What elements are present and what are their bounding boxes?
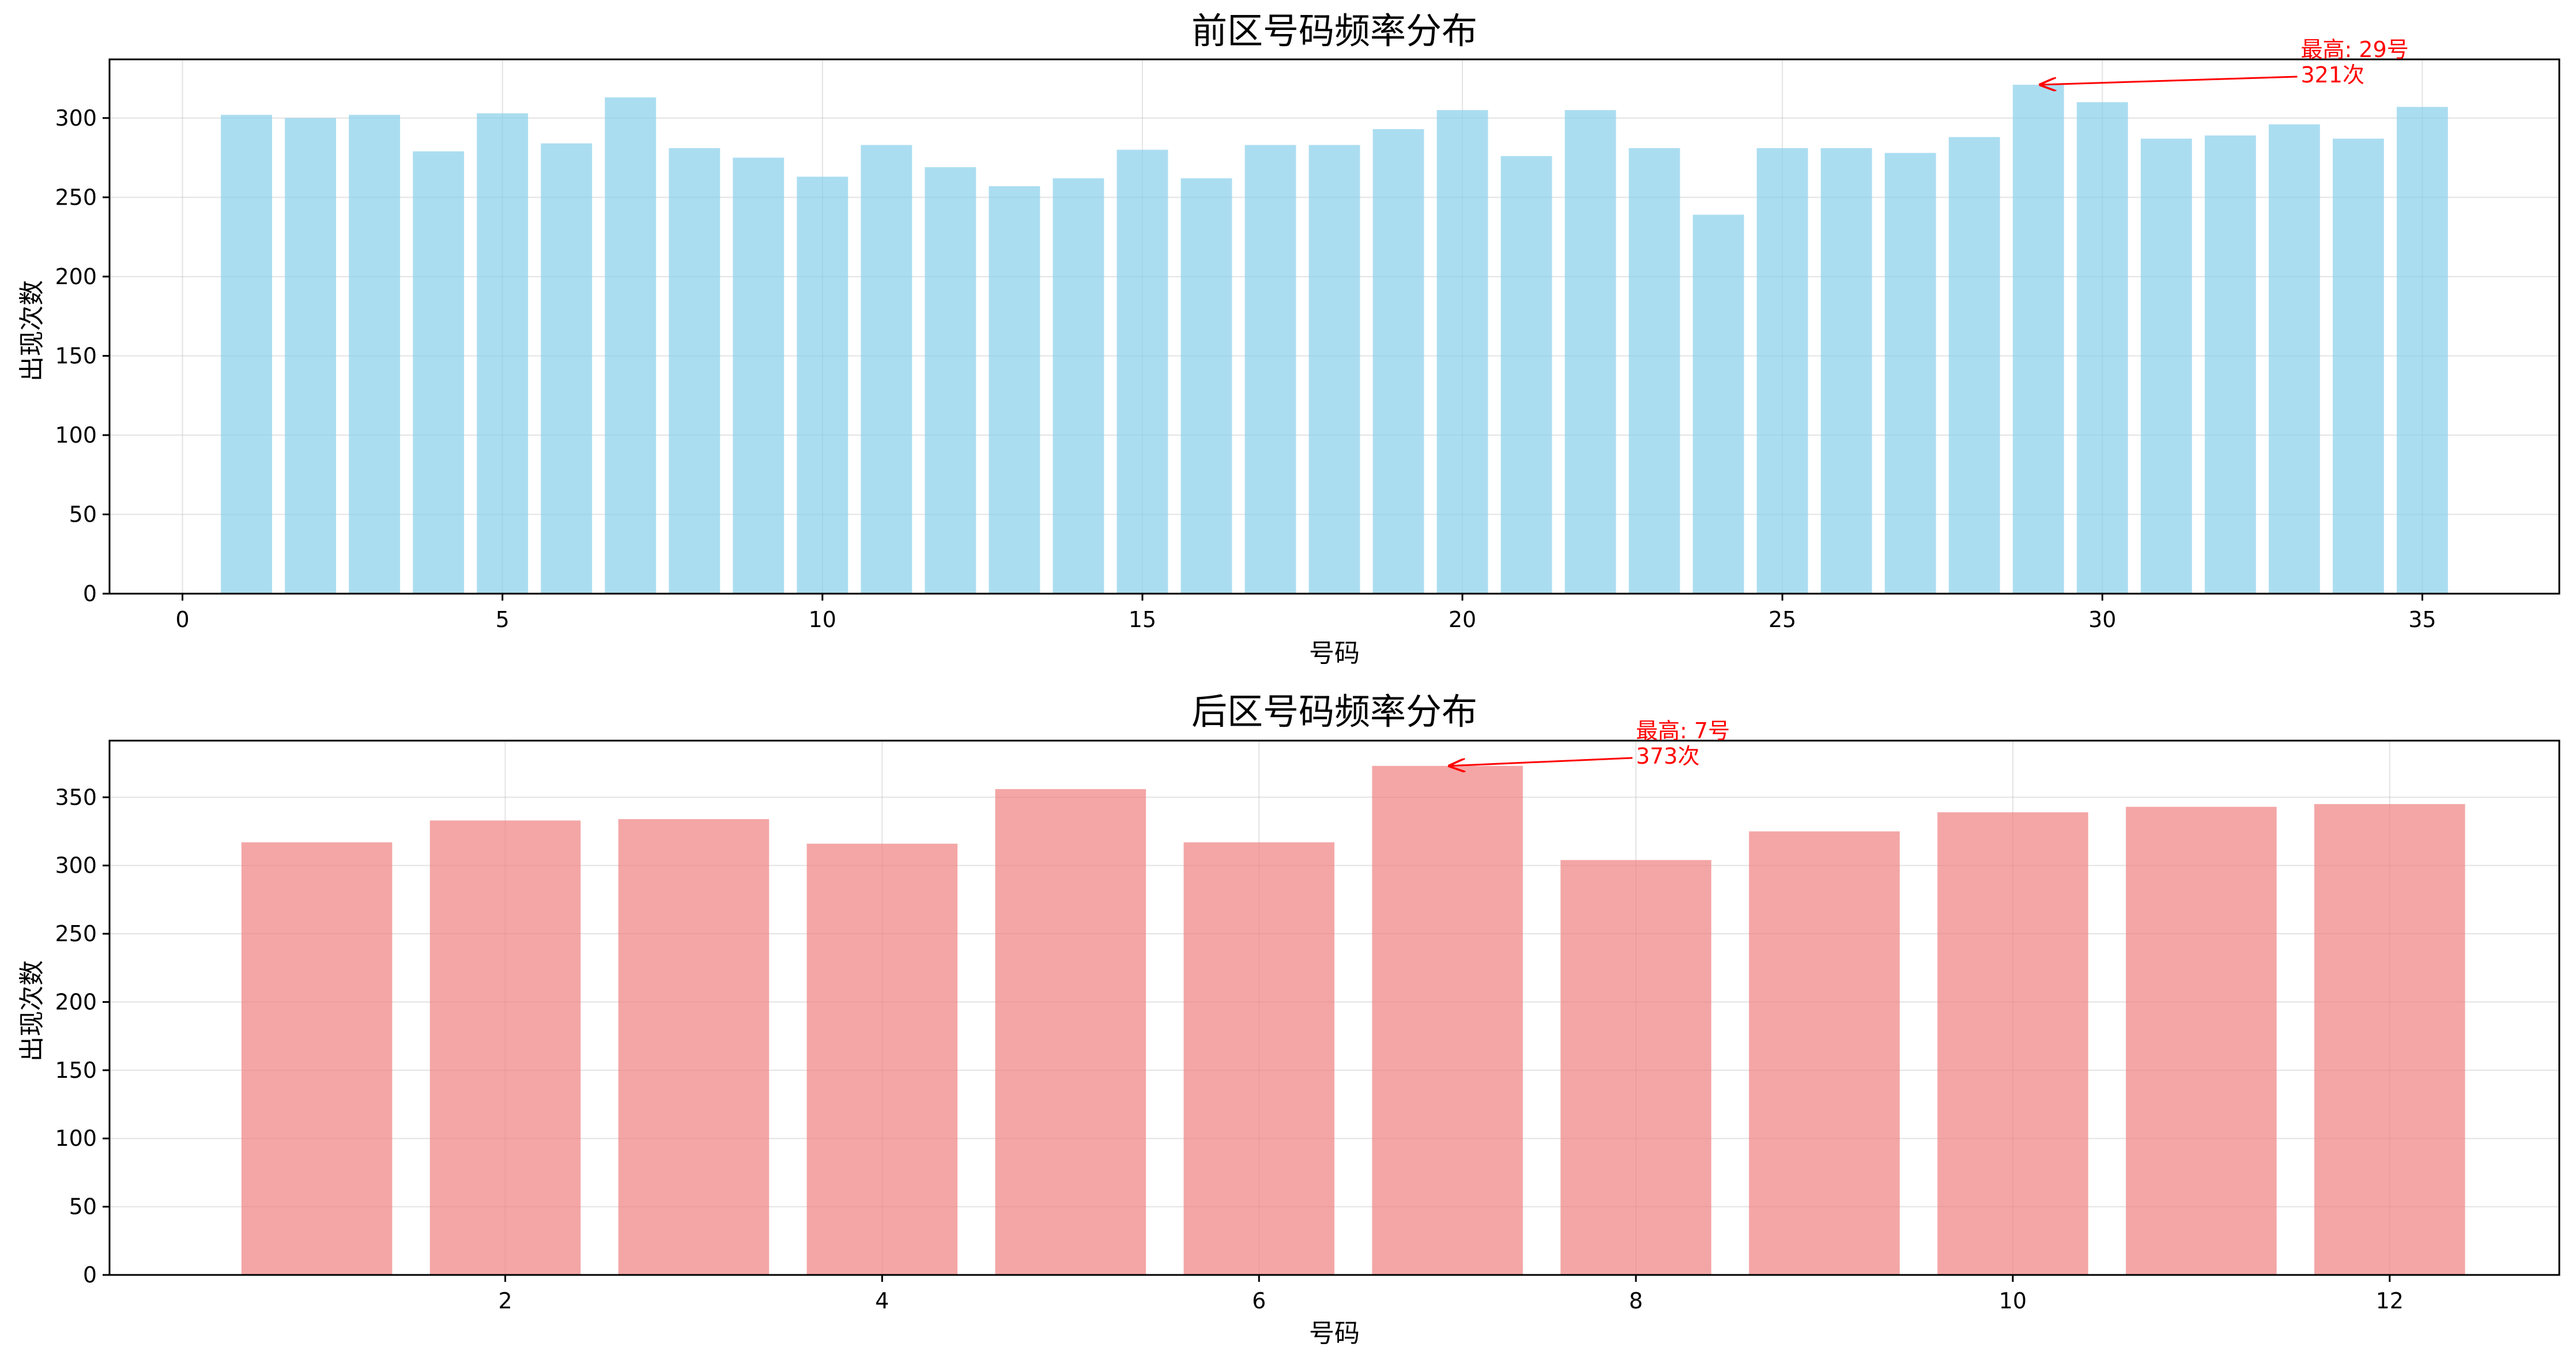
front-zone-bar <box>1820 148 1872 594</box>
front-zone-bar <box>733 157 785 594</box>
front-zone-bar <box>2396 107 2448 594</box>
front-zone-bar <box>1564 110 1616 594</box>
back-zone-ytick-label: 200 <box>55 989 97 1014</box>
back-zone-xtick-label: 8 <box>1629 1288 1643 1314</box>
back-zone-annotation-line1: 最高: 7号 <box>1636 718 1730 744</box>
back-zone-bar <box>995 789 1146 1275</box>
front-zone-bar <box>1180 178 1232 594</box>
back-zone-ytick-label: 0 <box>83 1262 97 1288</box>
front-zone-bar <box>2140 138 2192 594</box>
front-zone-bar <box>2332 138 2384 594</box>
front-zone-xtick-label: 30 <box>2088 607 2116 632</box>
front-zone-xtick-label: 35 <box>2408 607 2436 632</box>
back-zone-bar <box>1560 860 1711 1275</box>
front-zone-bar <box>861 145 912 594</box>
back-zone-xtick-label: 10 <box>1999 1288 2027 1314</box>
front-zone-xtick-label: 5 <box>496 607 510 632</box>
front-zone-annotation-line1: 最高: 29号 <box>2300 37 2408 62</box>
back-zone-ytick-label: 250 <box>55 921 97 946</box>
front-zone-bar <box>605 97 657 594</box>
back-zone-annotation-arrow <box>1450 757 1633 766</box>
front-zone-annotation-line2: 321次 <box>2300 62 2364 88</box>
front-zone-xlabel: 号码 <box>1309 639 1360 668</box>
front-zone-bar <box>413 151 465 594</box>
front-zone-bar <box>1244 145 1296 594</box>
front-zone-bar <box>797 176 848 594</box>
back-zone-axes-frame <box>108 739 2560 1276</box>
front-zone-bar <box>477 113 529 594</box>
front-zone-bar <box>1692 214 1744 594</box>
front-zone-bar <box>1500 156 1552 594</box>
front-zone-bar <box>1117 149 1168 594</box>
front-zone-bar <box>1053 178 1104 594</box>
back-zone-ytick-label: 150 <box>55 1058 97 1083</box>
front-zone-ytick-label: 100 <box>55 422 97 448</box>
back-zone-ytick-label: 350 <box>55 784 97 810</box>
back-zone-bar <box>1937 812 2088 1275</box>
front-zone-xtick-label: 15 <box>1129 607 1156 632</box>
front-zone-bar <box>1884 153 1936 594</box>
back-zone-ytick-label: 100 <box>55 1126 97 1151</box>
back-zone-bar <box>2314 804 2465 1275</box>
front-zone-xtick-label: 0 <box>175 607 189 632</box>
front-zone-bar <box>1756 148 1808 594</box>
front-zone-bar <box>221 115 273 594</box>
back-zone-ylabel: 出现次数 <box>17 960 47 1062</box>
front-zone-xtick-label: 20 <box>1449 607 1476 632</box>
front-zone-bar <box>1372 129 1424 594</box>
front-zone-xtick-label: 10 <box>809 607 836 632</box>
front-zone-bar <box>2268 124 2320 594</box>
front-zone-bar <box>1628 148 1680 594</box>
front-zone-bar <box>989 186 1040 594</box>
back-zone-bar <box>241 842 393 1275</box>
front-zone-bar <box>1308 145 1360 594</box>
front-zone-bar <box>2012 85 2064 594</box>
front-zone-bar <box>349 115 401 594</box>
front-zone-bar <box>2204 135 2256 594</box>
back-zone-chart-title: 后区号码频率分布 <box>1191 690 1477 733</box>
back-zone-xlabel: 号码 <box>1309 1319 1360 1348</box>
back-zone-bar <box>618 819 770 1275</box>
back-zone-xtick-label: 2 <box>498 1288 512 1314</box>
front-zone-ylabel: 出现次数 <box>17 280 47 382</box>
front-zone-ytick-label: 50 <box>69 501 97 527</box>
back-zone-bar <box>1749 831 1900 1275</box>
front-zone-annotation-arrow <box>2041 76 2298 85</box>
back-zone-ytick-label: 50 <box>69 1194 97 1220</box>
front-zone-xtick-label: 25 <box>1768 607 1796 632</box>
front-zone-bar <box>285 118 337 594</box>
front-zone-ytick-label: 200 <box>55 264 97 289</box>
back-zone-ytick-label: 300 <box>55 853 97 878</box>
front-zone-chart-title: 前区号码频率分布 <box>1191 10 1477 52</box>
front-zone-bar <box>1948 137 2000 594</box>
back-zone-bar <box>1372 765 1523 1275</box>
back-zone-xtick-label: 4 <box>875 1288 889 1314</box>
front-zone-ytick-label: 0 <box>83 581 97 606</box>
back-zone-bar <box>806 843 958 1275</box>
front-zone-ytick-label: 300 <box>55 105 97 131</box>
front-zone-ytick-label: 250 <box>55 184 97 210</box>
back-zone-xtick-label: 6 <box>1252 1288 1266 1314</box>
front-zone-bar <box>541 143 593 594</box>
front-zone-bar <box>1436 110 1488 594</box>
back-zone-bar <box>429 820 581 1275</box>
back-zone-annotation-line2: 373次 <box>1636 744 1700 769</box>
front-zone-bar <box>925 167 976 594</box>
back-zone-bar <box>2126 806 2277 1275</box>
front-zone-ytick-label: 150 <box>55 343 97 368</box>
front-zone-axes-frame <box>108 58 2560 595</box>
front-zone-bar <box>669 148 721 594</box>
back-zone-xtick-label: 12 <box>2376 1288 2404 1314</box>
front-zone-bar <box>2076 102 2128 594</box>
back-zone-bar <box>1183 842 1334 1275</box>
front-zone-chart: 0 5 10 15 20 25 30 35 0 50 100 150 200 250 300 最高: 29号3… <box>17 10 2560 668</box>
